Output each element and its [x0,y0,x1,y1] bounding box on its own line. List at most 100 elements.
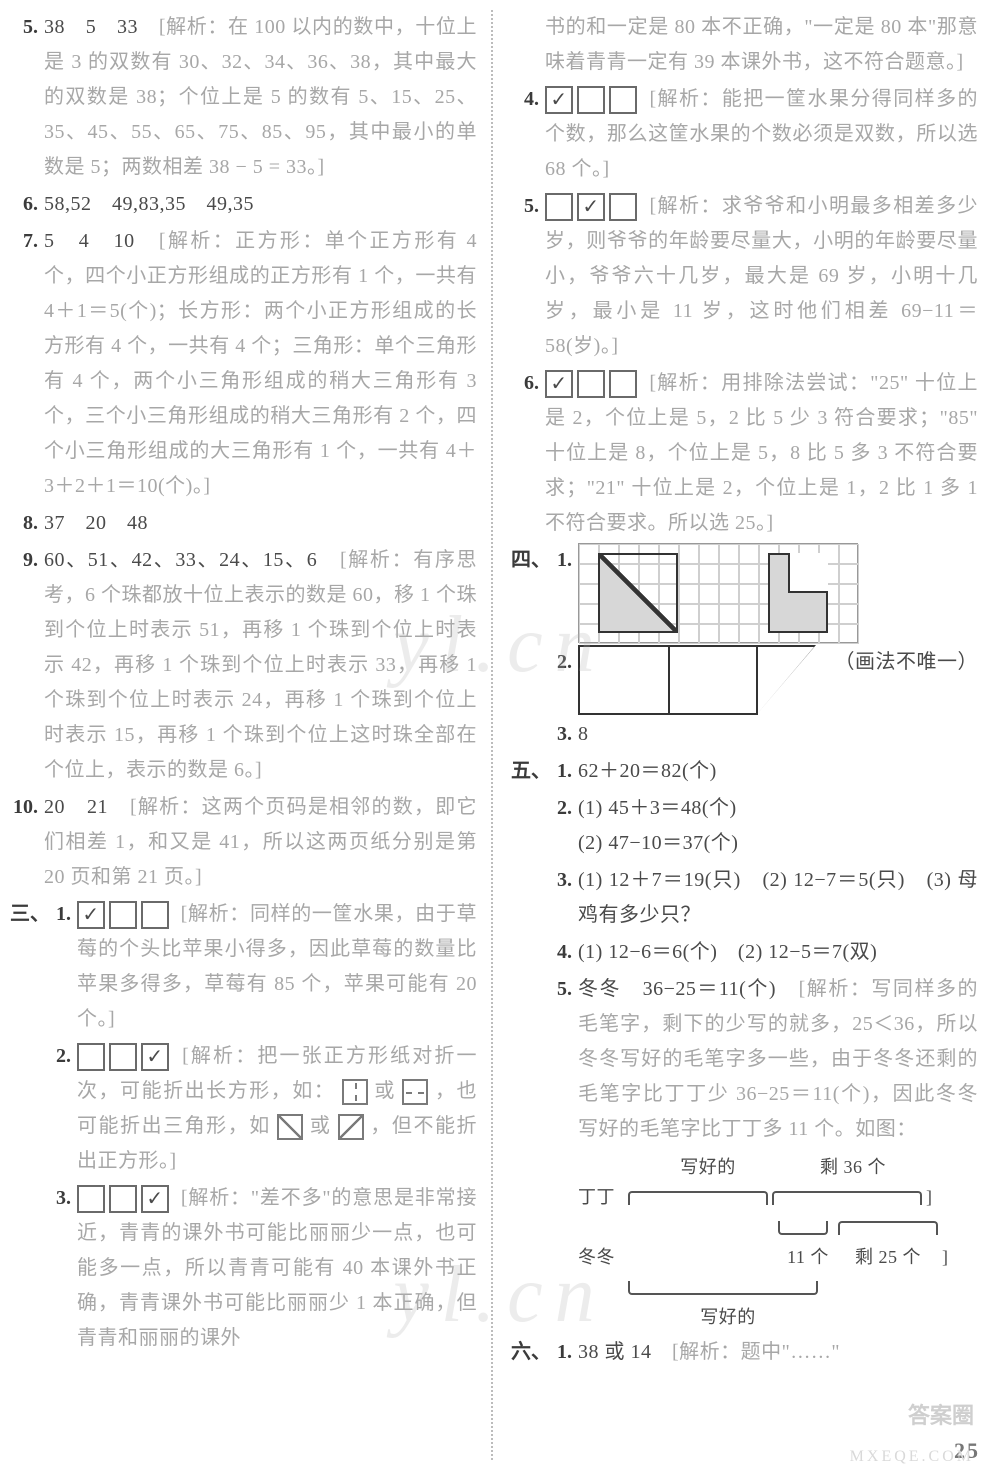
checkbox: ✓ [545,370,573,398]
analysis-label: [解析： [159,230,235,252]
item-body: 38 5 33 [解析：在 100 以内的数中，十位上是 3 的双数有 30、3… [44,10,477,185]
item-number: 4. [557,935,578,970]
checkbox [77,1043,105,1071]
item-number: 9. [10,543,44,578]
item-body: (1) 12＋7＝19(只) (2) 12−7＝5(只) (3) 母鸡有多少只？ [578,863,978,933]
checkbox [577,370,605,398]
section-label: 六、 [511,1335,557,1370]
item-number: 3. [557,717,578,752]
split-rectangle-icon [578,645,758,715]
checkbox: ✓ [141,1185,169,1213]
item-body: 62＋20＝82(个) [578,754,978,789]
fold-rect-vertical-icon [342,1079,368,1105]
item-number: 1. [557,543,578,578]
checkbox: ✓ [77,901,105,929]
q6r: 6. ✓ [解析：用排除法尝试："25" 十位上是 2，个位上是 5，2 比 5… [511,366,978,541]
analysis-text: 在 100 以内的数中，十位上是 3 的双数有 30、32、34、36、38，其… [44,16,477,178]
fold-rect-horizontal-icon [402,1079,428,1105]
answer-text: 冬冬 36−25＝11(个) [578,978,799,1000]
analysis-label: [解析： [181,1187,251,1209]
item-number: 7. [10,224,44,259]
checkbox [545,193,573,221]
item-number: 2. [56,1039,77,1074]
section-label: 三、 [10,897,56,932]
q7: 7. 5 4 10 [解析：正方形：单个正方形有 4 个，四个小正方形组成的正方… [10,224,477,504]
item-body: ✓ [解析：同样的一筐水果，由于草莓的个头比苹果小得多，因此草莓的数量比苹果多得… [77,897,477,1037]
item-body: 58,52 49,83,35 49,35 [44,187,477,222]
analysis-label: [解析： [130,796,202,818]
analysis-label: [解析： [181,903,250,925]
diag-label: 11 个 [778,1247,838,1269]
page: 5. 38 5 33 [解析：在 100 以内的数中，十位上是 3 的双数有 3… [0,0,1000,1470]
fold-tri2-icon [338,1114,364,1140]
sec3-q2: 三、 2. ✓ [解析：把一张正方形纸对折一次，可能折出长方形，如： 或 ，也可… [10,1039,477,1179]
item-number: 5. [557,972,578,1007]
checkbox-row: ✓ [545,86,637,114]
item-number: 1. [557,1335,578,1370]
item-body: 8 [578,717,978,752]
checkbox: ✓ [141,1043,169,1071]
q6: 6. 58,52 49,83,35 49,35 [10,187,477,222]
item-body: ✓ [解析：求爷爷和小明最多相差多少岁，则爷爷的年龄要尽量大，小明的年龄要尽量小… [545,189,978,364]
figure-note: （画法不唯一） [835,645,979,680]
diag-label: 写好的 [638,1157,778,1179]
analysis-text: 或 [310,1115,332,1137]
sec6-q1: 六、 1. 38 或 14 [解析：题中"……" [511,1335,978,1370]
triangle-shape [598,553,678,633]
item-number: 1. [56,897,77,932]
continuation: 3. 书的和一定是 80 本不正确，"一定是 80 本"那意味着青青一定有 39… [511,10,978,80]
checkbox-row: ✓ [77,1185,169,1213]
sec3-q1: 三、 1. ✓ [解析：同样的一筐水果，由于草莓的个头比苹果小得多，因此草莓的数… [10,897,477,1037]
sec4-q3: 四、 3. 8 [511,717,978,752]
q8: 8. 37 20 48 [10,506,477,541]
item-number: 6. [511,366,545,401]
item-body [578,543,978,643]
answer-text: 5 4 10 [44,230,159,252]
grid-figure [578,543,858,643]
checkbox [609,370,637,398]
answer-logo: 答案圈 [908,1398,974,1430]
answer-text: 20 21 [44,796,130,818]
item-body: 冬冬 36−25＝11(个) [解析：写同样多的毛笔字，剩下的少写的就多，25＜… [578,972,978,1333]
item-number: 4. [511,82,545,117]
item-body: ✓ [解析："差不多"的意思是非常接近，青青的课外书可能比丽丽少一点，也可能多一… [77,1181,477,1356]
sec4-q1: 四、 1. [511,543,978,643]
analysis-label: [解析： [649,195,721,217]
analysis-label: [解析： [159,16,228,38]
q5r: 5. ✓ [解析：求爷爷和小明最多相差多少岁，则爷爷的年龄要尽量大，小明的年龄要… [511,189,978,364]
checkbox: ✓ [577,193,605,221]
checkbox-row: ✓ [545,193,637,221]
analysis-text: 或 [374,1080,396,1102]
bar-diagram: 写好的 剩 36 个 丁丁 ] [578,1153,978,1333]
checkbox-row: ✓ [545,370,637,398]
sec5-q5: 五、 5. 冬冬 36−25＝11(个) [解析：写同样多的毛笔字，剩下的少写的… [511,972,978,1333]
item-body: （画法不唯一） [578,645,978,715]
right-column: 3. 书的和一定是 80 本不正确，"一定是 80 本"那意味着青青一定有 39… [493,10,978,1460]
item-body: ✓ [解析：能把一筐水果分得同样多的个数，那么这筐水果的个数必须是双数，所以选 … [545,82,978,187]
l-shape-cut [788,553,828,593]
checkbox [109,1185,137,1213]
diag-label: 写好的 [638,1307,818,1329]
analysis-text: 书的和一定是 80 本不正确，"一定是 80 本"那意味着青青一定有 39 本课… [545,10,978,80]
checkbox [109,1043,137,1071]
answer-text: 60、51、42、33、24、15、6 [44,549,340,571]
section-label: 五、 [511,754,557,789]
site-watermark: MXEQE.COM [850,1448,974,1466]
item-number: 3. [56,1181,77,1216]
checkbox [609,193,637,221]
item-body: (1) 12−6＝6(个) (2) 12−5＝7(双) [578,935,978,970]
item-body: ✓ [解析：把一张正方形纸对折一次，可能折出长方形，如： 或 ，也可能折出三角形… [77,1039,477,1179]
checkbox-row: ✓ [77,901,169,929]
item-body: 60、51、42、33、24、15、6 [解析：有序思考，6 个珠都放十位上表示… [44,543,477,788]
triangle-icon [756,645,816,715]
subitem: (2) 47−10＝37(个) [578,826,978,861]
sec4-q2: 四、 2. （画法不唯一） [511,645,978,715]
analysis-text: 题中"……" [741,1341,840,1363]
checkbox [577,86,605,114]
analysis-label: [解析： [672,1341,741,1363]
answer-text: 38 5 33 [44,16,159,38]
item-body: 38 或 14 [解析：题中"……" [578,1335,978,1370]
item-number: 5. [10,10,44,45]
item-number: 2. [557,791,578,826]
answer-text: 38 或 14 [578,1341,672,1363]
